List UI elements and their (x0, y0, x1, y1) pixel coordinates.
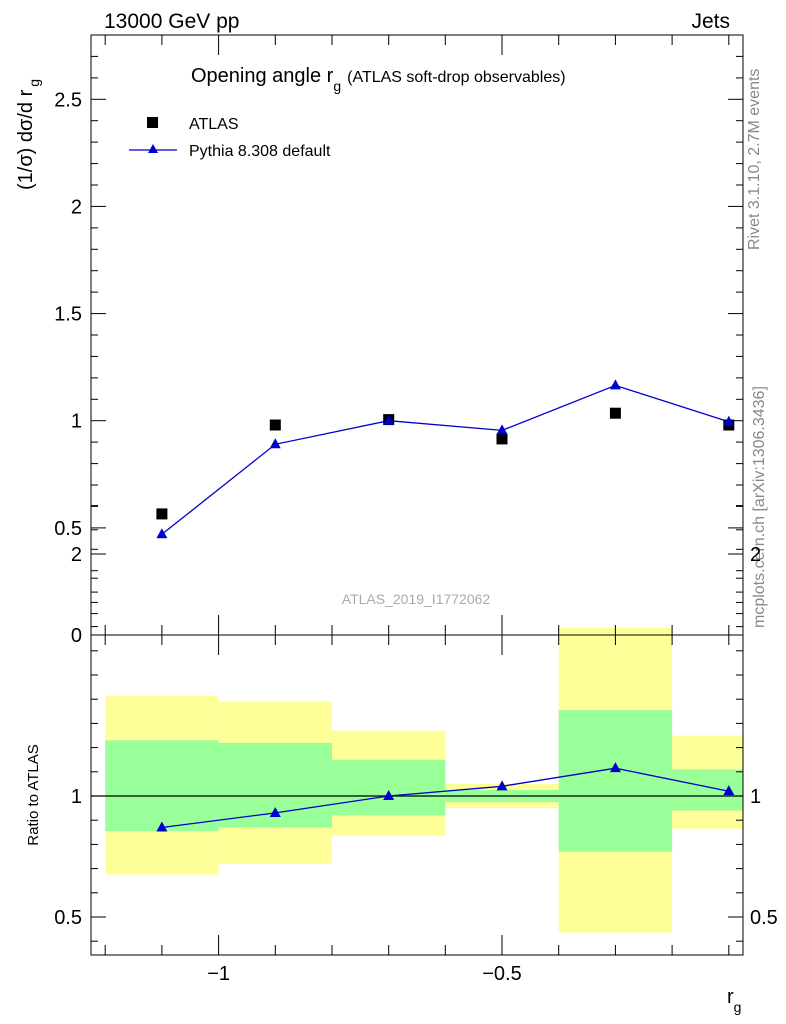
ratio-y-tick-label-left: 1 (71, 786, 82, 808)
pythia-line (161, 384, 729, 535)
main-y-tick-label: 0.5 (54, 518, 82, 540)
legend-pythia-label: Pythia 8.308 default (189, 143, 331, 160)
ratio-y-tick-label-left: 0.5 (54, 907, 82, 929)
ratio-pythia-point (496, 780, 508, 791)
pythia-point (609, 379, 621, 390)
x-axis-label: rg (727, 986, 741, 1015)
main-y-tick-label: 1.5 (54, 304, 82, 326)
ratio-pythia-point (723, 785, 735, 796)
ratio-band-inner-2 (332, 759, 446, 816)
x-tick-label: −0.5 (482, 963, 521, 985)
pythia-point (496, 424, 508, 435)
main-y-tick-label: 1 (71, 411, 82, 433)
axis-tick-labels: 0 0.5 1 1.5 2 2.5 0.5 0.5 1 1 2 2 −1 −0.5 (54, 89, 778, 985)
legend: ATLAS Pythia 8.308 default (129, 116, 331, 160)
legend-atlas-label: ATLAS (189, 116, 239, 133)
main-ylabel: (1/σ) dσ/d rg (15, 79, 42, 190)
pythia-point (269, 438, 281, 449)
ratio-y-tick-label-right: 0.5 (750, 907, 778, 929)
main-plot-series (156, 379, 735, 539)
main-title: Opening angle rg (ATLAS soft-drop observa… (191, 65, 566, 94)
pythia-point (383, 414, 395, 425)
axis-ticks (91, 34, 743, 955)
atlas-point (609, 407, 621, 419)
mcplots-reference-text: mcplots.cern.ch [arXiv:1306.3436] (751, 386, 768, 628)
ratio-band-inner-5 (672, 769, 743, 811)
ratio-plot-frame (90, 634, 744, 956)
analysis-watermark: ATLAS_2019_I1772062 (342, 591, 491, 607)
x-tick-label: −1 (207, 963, 230, 985)
ratio-plot-series (156, 762, 735, 832)
ratio-band-inner-4 (558, 710, 673, 852)
atlas-point (156, 508, 168, 520)
header-left: 13000 GeV pp (104, 10, 239, 33)
main-y-tick-label: 2.5 (54, 89, 82, 111)
ratio-pythia-point (156, 821, 168, 832)
atlas-point (496, 433, 508, 445)
rivet-version-text: Rivet 3.1.10, 2.7M events (746, 69, 763, 250)
ratio-y-tick-label-right: 2 (750, 544, 761, 566)
pythia-point (156, 528, 168, 539)
main-y-tick-label: 2 (71, 196, 82, 218)
header-right: Jets (691, 10, 730, 33)
ratio-y-tick-label-right: 1 (750, 786, 761, 808)
ratio-y-tick-label-left: 2 (71, 544, 82, 566)
ratio-uncertainty-bands (105, 627, 743, 933)
ratio-pythia-point (383, 790, 395, 800)
atlas-point (269, 419, 281, 431)
ratio-pythia-line (161, 767, 729, 829)
legend-pythia-marker (148, 144, 158, 153)
pythia-point (723, 415, 735, 426)
main-y-tick-label: 0 (71, 625, 82, 647)
ratio-band-inner-0 (105, 740, 219, 832)
ratio-pythia-point (269, 806, 281, 817)
legend-atlas-marker (147, 117, 158, 128)
ratio-ylabel: Ratio to ATLAS (25, 744, 42, 845)
ratio-pythia-point (609, 762, 621, 773)
